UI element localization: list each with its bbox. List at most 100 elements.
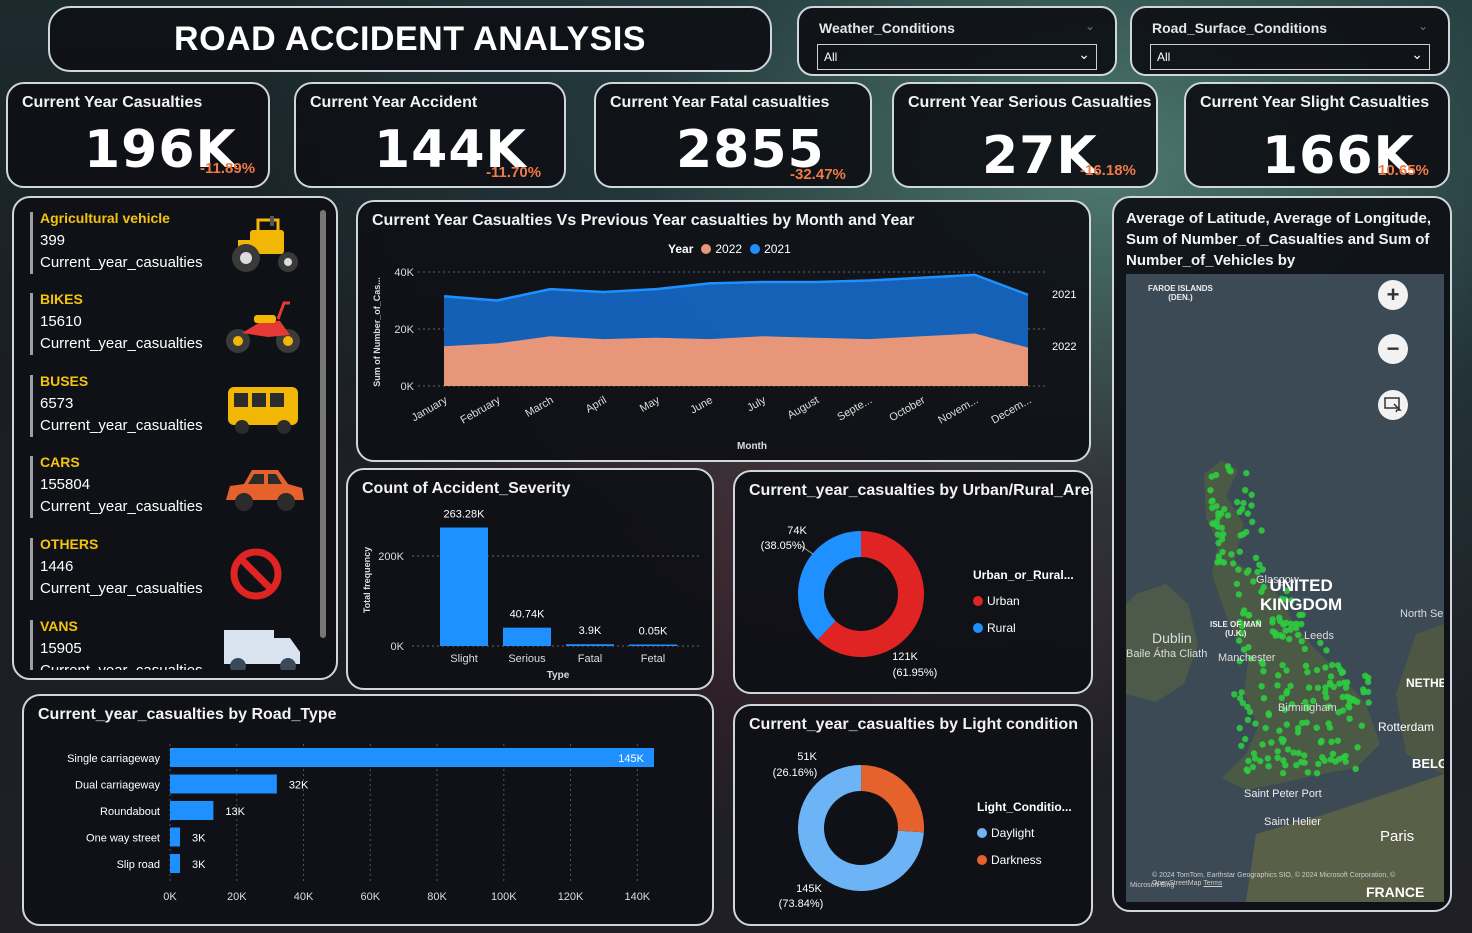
map-point[interactable] — [1317, 739, 1325, 746]
map-point[interactable] — [1327, 756, 1335, 763]
map-point[interactable] — [1336, 680, 1343, 687]
map-point[interactable] — [1268, 739, 1275, 746]
map-point[interactable] — [1314, 684, 1322, 691]
vehicle-list-scrollbar[interactable] — [320, 210, 326, 638]
map-point[interactable] — [1244, 767, 1251, 775]
bar-single-carriageway[interactable] — [170, 748, 654, 767]
map-point[interactable] — [1252, 755, 1259, 762]
bar-roundabout[interactable] — [170, 801, 214, 820]
map-point[interactable] — [1330, 683, 1337, 691]
map-point[interactable] — [1242, 735, 1249, 743]
map-point[interactable] — [1293, 762, 1300, 769]
map-point[interactable] — [1364, 678, 1372, 686]
map-point[interactable] — [1282, 762, 1289, 769]
map-point[interactable] — [1269, 616, 1276, 623]
map-point[interactable] — [1326, 679, 1334, 686]
bar-dual-carriageway[interactable] — [170, 774, 277, 794]
map-point[interactable] — [1346, 704, 1353, 711]
area-series-2022[interactable] — [444, 334, 1028, 386]
map-point[interactable] — [1255, 619, 1262, 626]
legend-item-urban[interactable]: Urban — [973, 588, 1020, 614]
map-point[interactable] — [1235, 591, 1243, 598]
map-point[interactable] — [1354, 744, 1361, 751]
map-point[interactable] — [1230, 560, 1237, 567]
map-point[interactable] — [1322, 664, 1329, 671]
map-point[interactable] — [1274, 748, 1281, 755]
map-point[interactable] — [1250, 750, 1258, 757]
map-point[interactable] — [1282, 627, 1289, 634]
map-point[interactable] — [1280, 757, 1287, 764]
map-point[interactable] — [1244, 716, 1252, 723]
map-point[interactable] — [1351, 697, 1358, 704]
map-point[interactable] — [1274, 682, 1281, 689]
legend-item-daylight[interactable]: Daylight — [977, 820, 1034, 846]
map-point[interactable] — [1340, 754, 1347, 761]
map-point[interactable] — [1249, 763, 1256, 771]
map-point[interactable] — [1275, 672, 1282, 679]
map-point[interactable] — [1239, 610, 1247, 617]
map-point[interactable] — [1248, 491, 1255, 498]
map-point[interactable] — [1295, 749, 1302, 757]
map-point[interactable] — [1236, 618, 1244, 626]
weather-dropdown[interactable]: All ⌄ — [817, 44, 1097, 70]
map-point[interactable] — [1212, 471, 1220, 479]
map-point[interactable] — [1259, 660, 1267, 668]
map-point[interactable] — [1236, 724, 1243, 732]
map-point[interactable] — [1240, 499, 1247, 507]
map-point[interactable] — [1224, 512, 1232, 519]
map-point[interactable] — [1265, 710, 1272, 717]
map-point[interactable] — [1258, 683, 1265, 690]
map-point[interactable] — [1243, 469, 1250, 477]
map-terms-link[interactable]: Terms — [1203, 880, 1223, 887]
map-point[interactable] — [1294, 729, 1302, 736]
donut-slice-urban[interactable] — [817, 531, 924, 657]
map-point[interactable] — [1317, 639, 1324, 647]
map-point[interactable] — [1329, 661, 1336, 669]
map-point[interactable] — [1284, 687, 1291, 695]
map-point[interactable] — [1236, 548, 1243, 555]
bar-slip-road[interactable] — [170, 854, 181, 873]
map-point[interactable] — [1242, 487, 1249, 494]
map-point[interactable] — [1238, 742, 1245, 749]
map-point[interactable] — [1260, 584, 1267, 591]
bar-fetal[interactable] — [629, 644, 677, 647]
map-point[interactable] — [1360, 686, 1367, 693]
map-point[interactable] — [1269, 628, 1276, 635]
chevron-down-icon[interactable]: ⌄ — [1084, 19, 1095, 33]
map-point[interactable] — [1313, 666, 1321, 674]
map-point[interactable] — [1219, 548, 1226, 556]
map-point[interactable] — [1358, 722, 1365, 729]
map-point[interactable] — [1262, 724, 1269, 732]
map-point[interactable] — [1298, 638, 1305, 645]
map-point[interactable] — [1313, 724, 1320, 731]
map-point[interactable] — [1280, 736, 1287, 743]
map-point[interactable] — [1339, 707, 1347, 714]
map-point[interactable] — [1221, 506, 1228, 513]
map-point[interactable] — [1287, 620, 1295, 628]
map-point[interactable] — [1302, 698, 1309, 706]
map-point[interactable] — [1328, 738, 1335, 745]
map-point[interactable] — [1256, 561, 1263, 568]
bar-fatal[interactable] — [566, 644, 614, 646]
map-point[interactable] — [1245, 612, 1252, 619]
map-point[interactable] — [1304, 668, 1311, 676]
bar-one-way-street[interactable] — [170, 827, 181, 847]
map-point[interactable] — [1245, 757, 1252, 765]
map-point[interactable] — [1329, 750, 1337, 757]
zoom-in-button[interactable]: + — [1378, 280, 1408, 310]
map-point[interactable] — [1287, 626, 1294, 633]
map-point[interactable] — [1327, 673, 1335, 680]
map-point[interactable] — [1301, 752, 1308, 759]
map-point[interactable] — [1322, 689, 1329, 696]
map-point[interactable] — [1235, 637, 1243, 644]
legend-item-2021[interactable]: 2021 — [750, 242, 791, 256]
map-point[interactable] — [1365, 688, 1372, 696]
map-point[interactable] — [1287, 682, 1294, 690]
map-point[interactable] — [1284, 746, 1292, 753]
map-point[interactable] — [1288, 701, 1296, 708]
map-point[interactable] — [1301, 645, 1308, 652]
map-point[interactable] — [1247, 655, 1255, 662]
map-point[interactable] — [1298, 620, 1305, 628]
map-point[interactable] — [1213, 503, 1220, 510]
map-point[interactable] — [1213, 518, 1220, 525]
